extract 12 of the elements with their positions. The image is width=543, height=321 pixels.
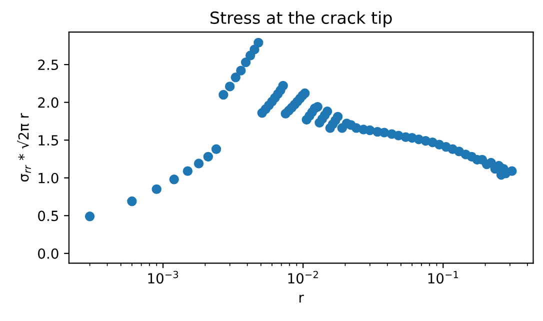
x-tick-label: 10$^{−2}$ <box>288 270 318 284</box>
y-tick-label: 1.0 <box>38 172 58 184</box>
x-tick-label: 10$^{−1}$ <box>428 270 458 284</box>
y-tick-label: 2.5 <box>38 60 58 70</box>
y-tick-label: 0.0 <box>38 248 58 259</box>
x-tick-label: 10$^{−3}$ <box>148 270 178 284</box>
y-axis-title: σ$_{rr}$ * √2π r <box>17 113 31 182</box>
chart-title: Stress at the crack tip <box>210 11 392 28</box>
y-tick-label: 2.0 <box>38 97 58 108</box>
x-axis-title: r <box>300 294 304 302</box>
y-tick-label: 0.5 <box>38 210 58 222</box>
y-tick-label: 1.5 <box>38 135 58 146</box>
